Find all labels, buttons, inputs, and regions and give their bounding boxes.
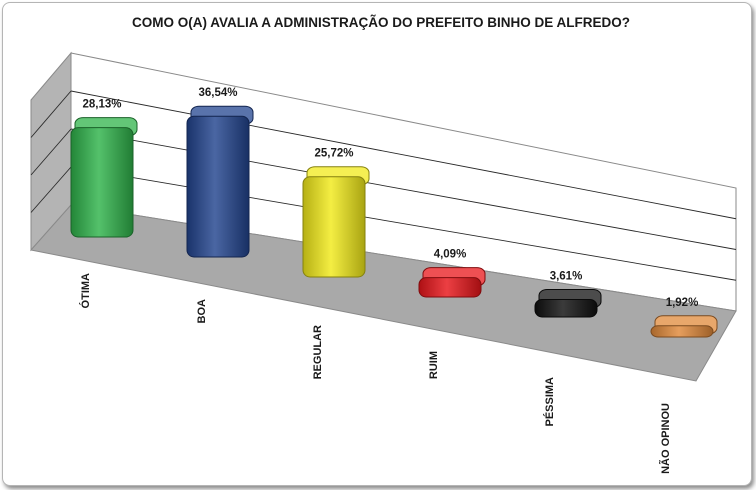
gridline [70, 128, 737, 250]
data-label: 1,92% [666, 297, 699, 309]
bar [650, 325, 714, 338]
chart-frame: COMO O(A) AVALIA A ADMINISTRAÇÃO DO PREF… [2, 2, 752, 486]
data-label: 25,72% [314, 148, 353, 160]
gridline [70, 166, 737, 281]
data-label: 3,61% [550, 270, 583, 282]
chart-walls [30, 51, 737, 382]
bar [534, 298, 598, 318]
data-label: 4,09% [434, 249, 467, 261]
chart-labels: 28,13% ÓTIMA 36,54% BOA 25,72% REGULAR 4,09% RU… [79, 87, 698, 474]
bar [186, 115, 250, 258]
bar-4 [534, 288, 602, 318]
category-label: ÓTIMA [79, 273, 92, 308]
chart-bars [70, 105, 718, 338]
bar-1 [186, 105, 254, 258]
gridline [30, 128, 72, 176]
bar-2 [302, 166, 370, 278]
category-label: BOA [196, 299, 208, 324]
chart-canvas: COMO O(A) AVALIA A ADMINISTRAÇÃO DO PREF… [30, 15, 737, 474]
bar-5 [650, 315, 718, 338]
gridline [30, 166, 72, 213]
bar [302, 176, 366, 278]
bar-3 [418, 267, 486, 298]
bar [418, 277, 482, 298]
bar [70, 127, 134, 238]
chart-title: COMO O(A) AVALIA A ADMINISTRAÇÃO DO PREF… [132, 15, 630, 30]
category-label: REGULAR [312, 325, 324, 379]
category-label: NÃO OPINOU [659, 403, 672, 474]
data-label: 36,54% [198, 87, 237, 99]
category-label: RUIM [428, 351, 440, 379]
data-label: 28,13% [82, 99, 121, 111]
gridline [30, 90, 72, 138]
category-label: PÉSSIMA [543, 377, 556, 427]
bar-0 [70, 117, 138, 238]
gridline [70, 90, 737, 220]
